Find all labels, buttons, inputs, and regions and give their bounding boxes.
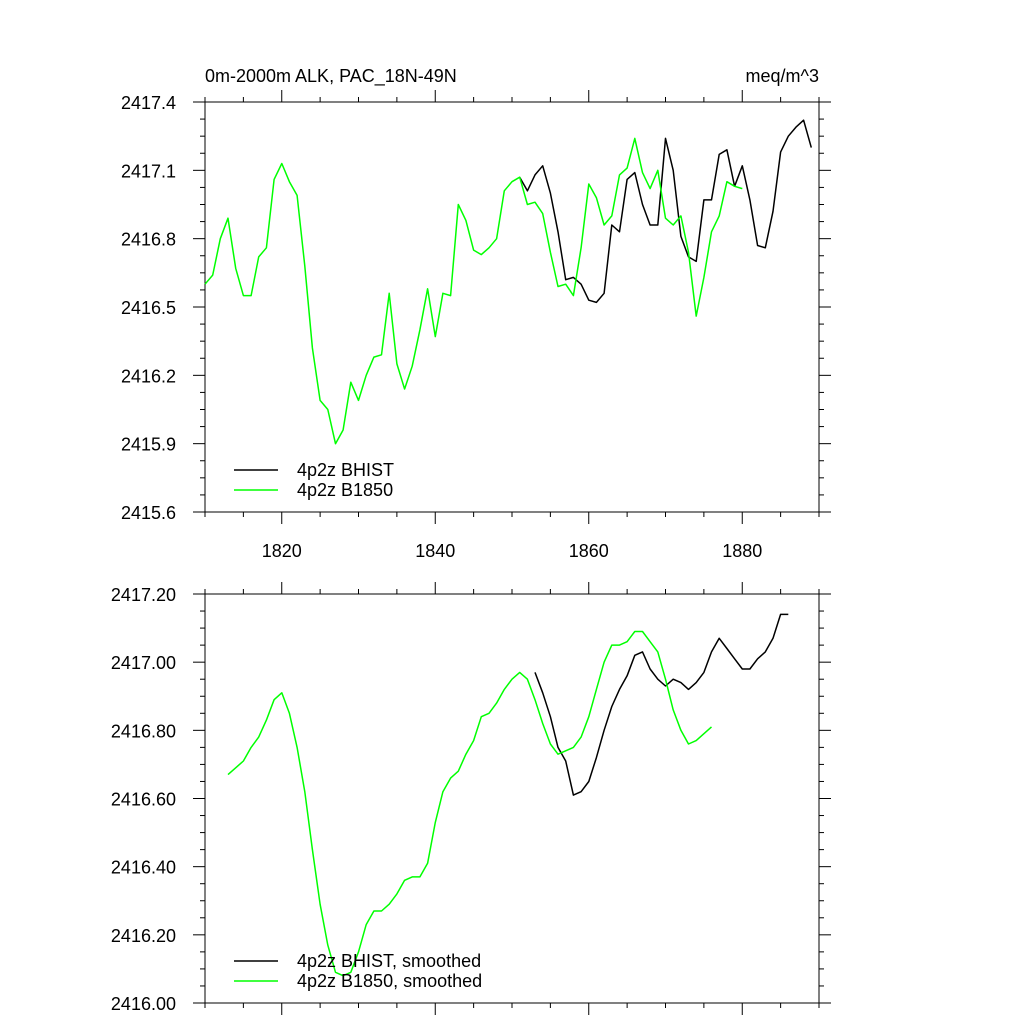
x-tick-label: 1860 xyxy=(569,541,609,561)
y-tick-label: 2415.9 xyxy=(121,435,176,455)
y-tick-label: 2417.4 xyxy=(121,93,176,113)
y-tick-label: 2417.1 xyxy=(121,161,176,181)
units-label: meq/m^3 xyxy=(746,66,819,86)
x-tick-label: 1880 xyxy=(722,541,762,561)
legend-label: 4p2z BHIST, smoothed xyxy=(297,951,481,971)
plot-frame-2 xyxy=(204,593,820,1004)
y-tick-label: 2417.20 xyxy=(111,585,176,605)
y-tick-label: 2416.8 xyxy=(121,230,176,250)
series-line-4p2z-b1850 xyxy=(204,137,743,445)
legend-label: 4p2z B1850 xyxy=(297,480,393,500)
series-line-4p2z-b1850-smoothed xyxy=(227,630,713,977)
y-tick-label: 2416.2 xyxy=(121,366,176,386)
x-tick-label: 1840 xyxy=(415,541,455,561)
x-tick-label: 1820 xyxy=(262,541,302,561)
y-tick-label: 2416.60 xyxy=(111,790,176,810)
y-tick-label: 2416.80 xyxy=(111,721,176,741)
y-tick-label: 2416.00 xyxy=(111,994,176,1014)
y-tick-label: 2415.6 xyxy=(121,503,176,523)
y-tick-label: 2417.00 xyxy=(111,653,176,673)
plot-frame-1 xyxy=(204,101,820,513)
legend-label: 4p2z BHIST xyxy=(297,460,394,480)
y-tick-label: 2416.20 xyxy=(111,926,176,946)
y-tick-label: 2416.5 xyxy=(121,298,176,318)
series-line-4p2z-bhist xyxy=(519,119,813,304)
chart-title: 0m-2000m ALK, PAC_18N-49N xyxy=(205,66,457,87)
y-tick-label: 2416.40 xyxy=(111,858,176,878)
series-line-4p2z-bhist-smoothed xyxy=(534,613,789,796)
legend-label: 4p2z B1850, smoothed xyxy=(297,971,482,991)
